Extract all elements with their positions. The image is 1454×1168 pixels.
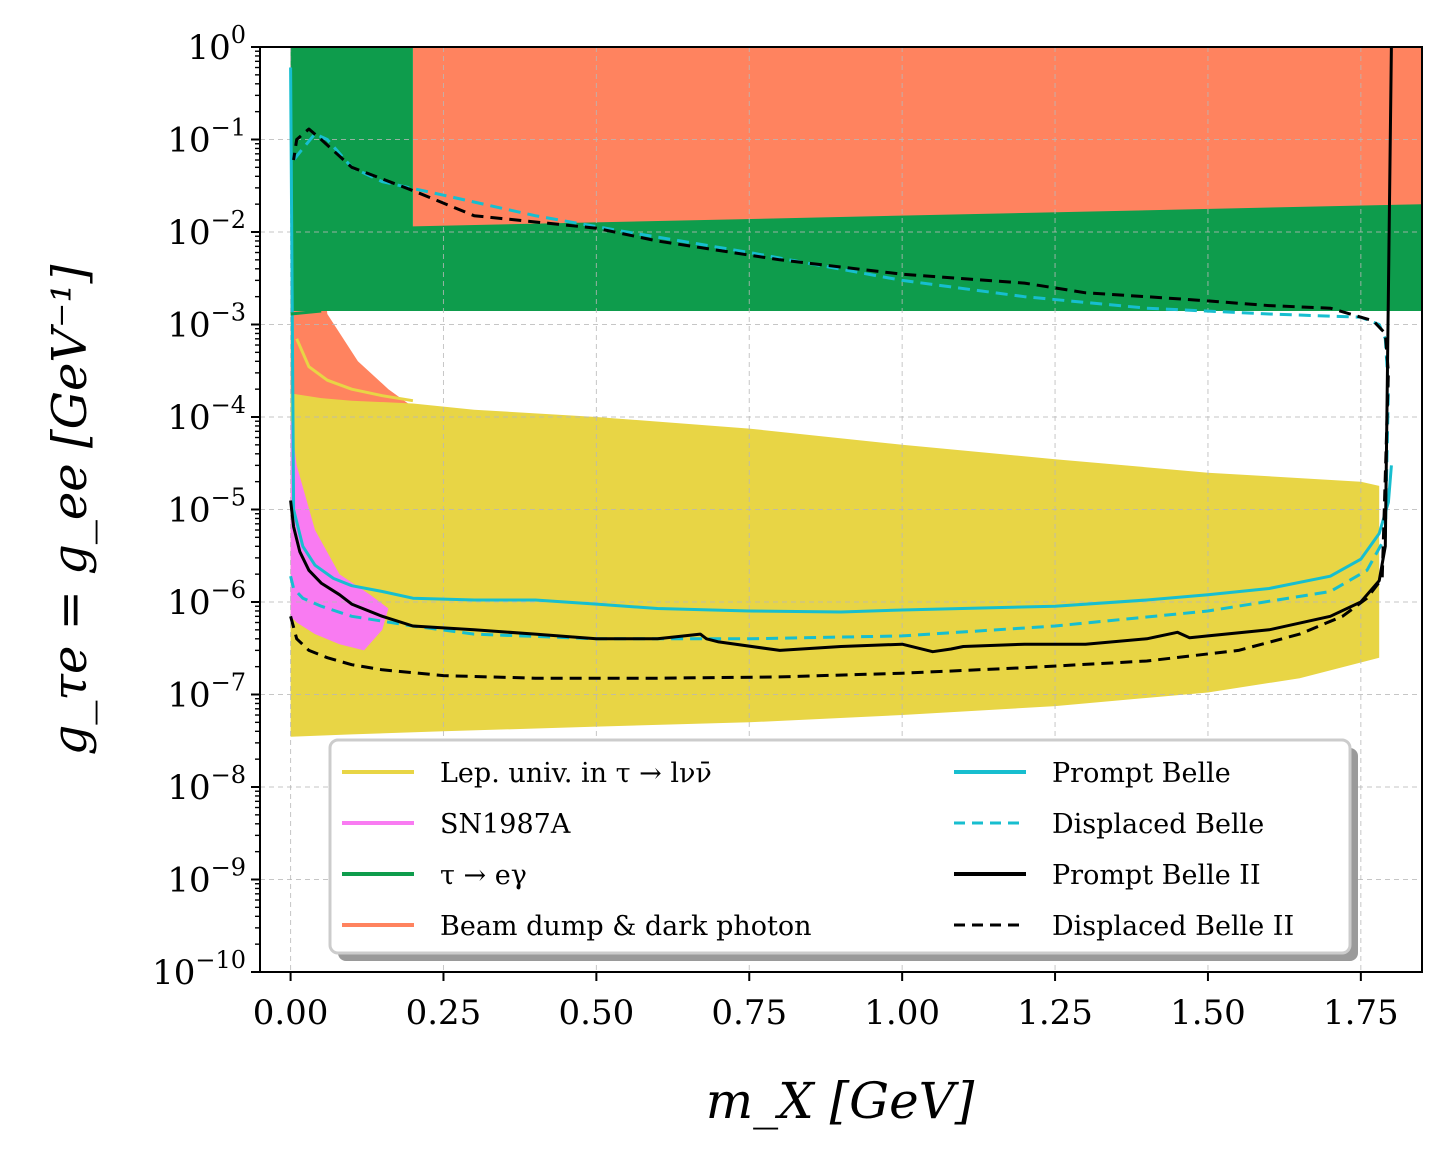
- series-displaced-belle-ii: [289, 127, 1390, 680]
- series-prompt-belle-ii: [289, 47, 1393, 654]
- x-tick-label: 0.25: [406, 993, 482, 1033]
- y-tick-label: 10−7: [167, 669, 246, 716]
- x-axis-label: m_X [GeV]: [706, 1072, 975, 1130]
- y-tick-label: 10−1: [167, 114, 246, 161]
- series-layer: [289, 47, 1393, 680]
- regions-layer: [290, 47, 1422, 737]
- legend-label-beam-dump-dark-photon: Beam dump & dark photon: [440, 911, 812, 942]
- y-tick-label: 10−6: [167, 576, 246, 623]
- grid-layer: [260, 46, 1422, 973]
- y-tick-label: 10−8: [167, 761, 246, 808]
- region-sn1987a: [290, 417, 389, 651]
- legend-label-prompt-belle: Prompt Belle: [1052, 758, 1231, 789]
- legend: Lep. univ. in τ → lνν̄ SN1987A τ → eγ Beam …: [328, 738, 1358, 961]
- y-tick-label: 10−4: [167, 391, 246, 438]
- y-tick-label: 10−9: [167, 854, 246, 901]
- legend-label-lep-univ-in-l: Lep. univ. in τ → lνν̄: [440, 758, 712, 789]
- x-tick-label: 0.00: [253, 993, 329, 1033]
- x-tick-label: 0.50: [559, 993, 635, 1033]
- y-tick-label: 10−5: [167, 484, 246, 531]
- x-tick-label: 1.25: [1017, 993, 1093, 1033]
- y-tick-label: 100: [187, 21, 246, 68]
- y-axis-label: g_τe = g_ee [GeV⁻¹]: [42, 264, 98, 755]
- legend-label-e: τ → eγ: [440, 860, 527, 891]
- region-beam-dump-dark-photon-low-mass: [290, 47, 423, 475]
- legend-box: [328, 738, 1352, 955]
- x-tick-label: 0.75: [711, 993, 787, 1033]
- x-tick-label: 1.50: [1170, 993, 1246, 1033]
- region-lep-univ-in-l: [290, 393, 1380, 737]
- y-tick-label: 10−3: [167, 299, 246, 346]
- series-lep-univ-in-l-edge: [295, 338, 414, 403]
- y-tick-label: 10−2: [167, 206, 246, 253]
- ticks-layer: 0.00 0.25 0.50 0.75 1.00 1.25 1.50 1.75 100 10−1 1…: [152, 21, 1399, 1033]
- legend-label-displaced-belle: Displaced Belle: [1052, 809, 1264, 840]
- x-tick-label: 1.75: [1323, 993, 1399, 1033]
- series-e-edge: [290, 309, 322, 316]
- y-tick-label: 10−10: [152, 946, 246, 993]
- legend-label-displaced-belle-ii: Displaced Belle II: [1052, 911, 1294, 942]
- region-e: [290, 47, 1422, 311]
- x-tick-label: 1.00: [864, 993, 940, 1033]
- legend-label-sn1987a: SN1987A: [440, 809, 571, 840]
- series-prompt-belle: [289, 67, 1393, 614]
- legend-label-prompt-belle-ii: Prompt Belle II: [1052, 860, 1261, 891]
